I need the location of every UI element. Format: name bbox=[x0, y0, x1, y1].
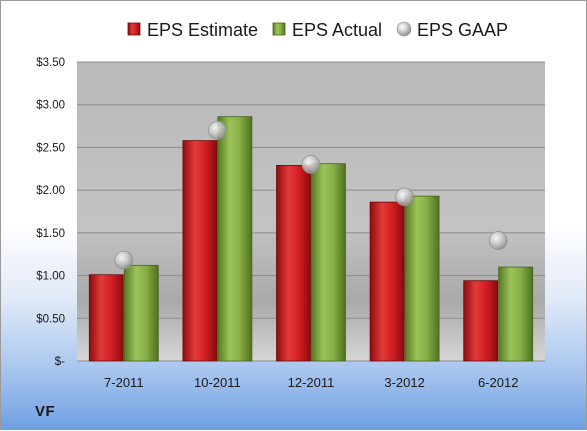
x-axis-ticks: 7-2011 10-2011 12-2011 3-2012 6-2012 bbox=[104, 375, 518, 390]
gaap-markers bbox=[114, 121, 508, 270]
gaap-marker bbox=[208, 121, 227, 140]
legend-label: EPS Actual bbox=[292, 20, 382, 40]
gaap-marker bbox=[488, 231, 508, 250]
legend-swatch bbox=[272, 22, 286, 36]
estimate-bar bbox=[276, 164, 311, 362]
y-tick-label: $2.50 bbox=[36, 142, 65, 154]
y-tick-label: $0.50 bbox=[36, 313, 65, 325]
gaap-marker bbox=[395, 187, 414, 207]
legend-label: EPS GAAP bbox=[417, 20, 508, 40]
gaap-marker bbox=[114, 250, 134, 270]
actual-bar bbox=[311, 163, 346, 362]
x-tick-label: 10-2011 bbox=[194, 375, 241, 390]
legend-label: EPS Estimate bbox=[147, 20, 258, 40]
x-tick-label: 12-2011 bbox=[288, 375, 335, 390]
y-axis-ticks: $- $0.50 $1.00 $1.50 $2.00 $2.50 $3.00 $3.50 bbox=[36, 57, 65, 368]
legend-swatch bbox=[127, 22, 141, 36]
legend-swatch bbox=[396, 21, 412, 37]
x-tick-label: 6-2012 bbox=[478, 375, 518, 390]
actual-bar bbox=[123, 264, 159, 362]
x-tick-label: 3-2012 bbox=[384, 375, 424, 390]
estimate-bar bbox=[182, 140, 218, 362]
y-tick-label: $1.00 bbox=[36, 271, 65, 283]
legend: EPS Estimate EPS Actual EPS GAAP bbox=[127, 20, 508, 40]
gaap-marker bbox=[301, 155, 321, 174]
estimate-bar bbox=[463, 280, 499, 362]
x-tick-label: 7-2011 bbox=[104, 375, 144, 390]
y-tick-label: $3.00 bbox=[36, 100, 65, 112]
y-tick-label: $3.50 bbox=[36, 57, 65, 69]
y-tick-label: $- bbox=[55, 356, 65, 368]
bars bbox=[88, 116, 534, 362]
estimate-bar bbox=[369, 201, 405, 362]
ticker-label: VF bbox=[35, 403, 56, 420]
estimate-bar bbox=[88, 274, 124, 362]
y-tick-label: $2.00 bbox=[36, 185, 65, 197]
actual-bar bbox=[217, 116, 253, 362]
actual-bar bbox=[404, 195, 440, 362]
actual-bar bbox=[498, 266, 534, 362]
y-tick-label: $1.50 bbox=[36, 228, 65, 240]
